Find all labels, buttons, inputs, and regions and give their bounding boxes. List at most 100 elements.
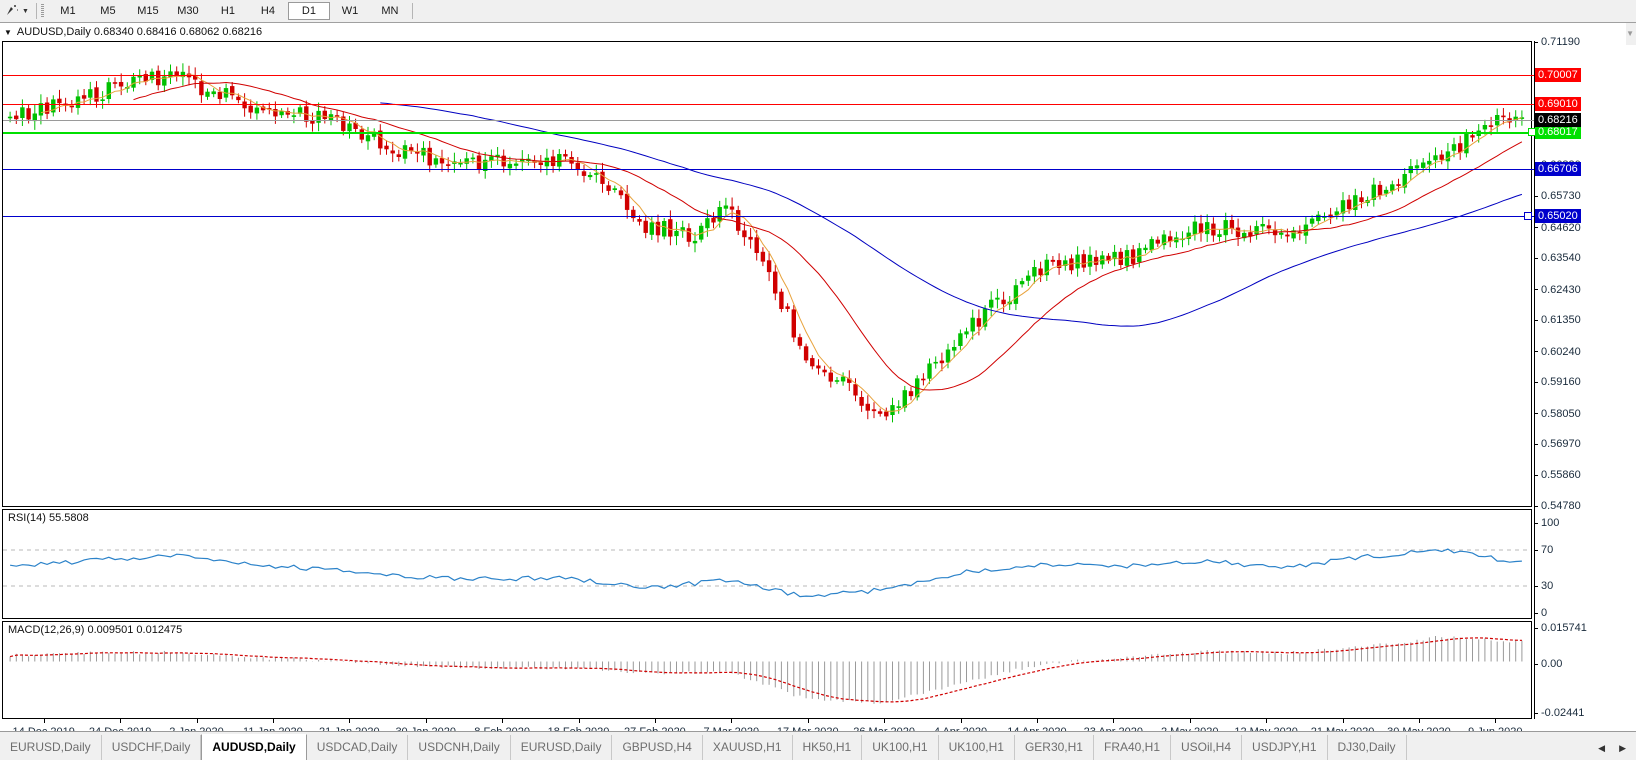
arrow-left-icon[interactable]: ◀ (1598, 743, 1606, 753)
level-price-tag[interactable]: 0.70007 (1535, 68, 1581, 83)
symbol-quote-text: AUDUSD,Daily 0.68340 0.68416 0.68062 0.6… (16, 26, 263, 38)
date-tick (1036, 719, 1038, 723)
level-line[interactable] (3, 168, 1534, 170)
level-line[interactable] (3, 75, 1534, 77)
price-tick: 0.62430 (1534, 284, 1581, 296)
tab-scroll-arrows: ◀ ▶ (1588, 743, 1636, 760)
symbol-quote-line: ▼ AUDUSD,Daily 0.68340 0.68416 0.68062 0… (4, 26, 262, 38)
chart-tab-usdcad-daily[interactable]: USDCAD,Daily (307, 735, 409, 760)
timeframe-m5[interactable]: M5 (100, 5, 116, 17)
chart-tab-usdchf-daily[interactable]: USDCHF,Daily (102, 735, 202, 760)
date-tick (1418, 719, 1420, 723)
date-tick (654, 719, 656, 723)
timeframe-h4[interactable]: H4 (260, 5, 275, 17)
macd-tick: 0.00 (1534, 658, 1562, 670)
date-tick (884, 719, 886, 723)
level-drag-handle[interactable] (1528, 127, 1536, 136)
toolbar-grip[interactable] (40, 4, 44, 18)
macd-title: MACD(12,26,9) 0.009501 0.012475 (8, 624, 183, 636)
rsi-title: RSI(14) 55.5808 (8, 512, 89, 524)
chart-area[interactable]: ▼ AUDUSD,Daily 0.68340 0.68416 0.68062 0… (0, 23, 1636, 738)
chart-tab-usoil-h4[interactable]: USOil,H4 (1171, 735, 1243, 760)
top-toolbar: ▼ M1 M5 M15 M30 H1 H4 D1 W1 MN (0, 0, 1636, 23)
current-price-tag: 0.68216 (1535, 113, 1581, 128)
macd-panel[interactable]: MACD(12,26,9) 0.009501 0.012475 (2, 621, 1532, 719)
price-tick: 0.71190 (1534, 36, 1580, 48)
level-price-tag[interactable]: 0.65020 (1535, 209, 1581, 224)
level-price-tag[interactable]: 0.68017 (1535, 124, 1581, 139)
chart-tab-gbpusd-h4[interactable]: GBPUSD,H4 (612, 735, 703, 760)
timeframe-mn[interactable]: MN (381, 5, 399, 17)
date-tick (43, 719, 45, 723)
arrow-right-icon[interactable]: ▶ (1619, 743, 1626, 753)
timeframe-h1[interactable]: H1 (220, 5, 235, 17)
date-tick (1113, 719, 1115, 723)
date-tick (1266, 719, 1268, 723)
date-tick (425, 719, 427, 723)
date-tick (960, 719, 962, 723)
price-tick: 0.61350 (1534, 314, 1581, 326)
chart-tab-audusd-daily[interactable]: AUDUSD,Daily (201, 734, 307, 760)
level-drag-handle[interactable] (1524, 212, 1532, 221)
timeframe-w1[interactable]: W1 (341, 5, 359, 17)
level-price-tag[interactable]: 0.69010 (1535, 96, 1581, 111)
date-tick (578, 719, 580, 723)
toolbar-divider (35, 3, 37, 19)
date-tick (349, 719, 351, 723)
timeframe-group: M1 M5 M15 M30 H1 H4 D1 W1 MN (48, 2, 410, 20)
macd-tick: -0.02441 (1534, 707, 1584, 719)
macd-tick: 0.015741 (1534, 622, 1587, 634)
level-line[interactable] (3, 131, 1534, 134)
date-tick (196, 719, 198, 723)
price-tick: 0.60240 (1534, 346, 1581, 358)
chart-tab-usdjpy-h1[interactable]: USDJPY,H1 (1242, 735, 1328, 760)
timeframe-m15[interactable]: M15 (137, 5, 159, 17)
chart-tab-usdcnh-daily[interactable]: USDCNH,Daily (408, 735, 511, 760)
chart-tab-bar[interactable]: EURUSD,Daily USDCHF,Daily AUDUSD,Daily USDC… (0, 731, 1636, 760)
price-tick: 0.63540 (1534, 252, 1581, 264)
toolbar-left-group: ▼ (0, 3, 34, 19)
chart-tab-dj30-daily[interactable]: DJ30,Daily (1328, 735, 1407, 760)
chart-tab-hk50-h1[interactable]: HK50,H1 (793, 735, 863, 760)
toolbar-divider-2 (411, 3, 413, 19)
timeframe-m1[interactable]: M1 (60, 5, 76, 17)
price-axis[interactable]: 0.711900.701000.690100.679200.668300.657… (1534, 36, 1634, 719)
axis-line (1534, 41, 1535, 719)
date-tick (1342, 719, 1344, 723)
level-line[interactable] (3, 103, 1534, 105)
chart-tab-eurusd-daily[interactable]: EURUSD,Daily (511, 735, 613, 760)
timeframe-d1[interactable]: D1 (287, 2, 330, 20)
chart-tab-uk100-h1[interactable]: UK100,H1 (862, 735, 939, 760)
macd-plot (9, 636, 1523, 704)
price-tick: 0.54780 (1534, 500, 1581, 512)
rsi-tick: 70 (1534, 544, 1553, 556)
date-tick (120, 719, 122, 723)
chart-tab-xauusd-h1[interactable]: XAUUSD,H1 (703, 735, 793, 760)
price-tick: 0.64620 (1534, 222, 1581, 234)
rsi-tick: 30 (1534, 580, 1553, 592)
chart-tab-uk100-h1[interactable]: UK100,H1 (939, 735, 1015, 760)
crosshair-icon[interactable] (3, 3, 21, 19)
price-tick: 0.65730 (1534, 190, 1581, 202)
chart-tab-eurusd-daily[interactable]: EURUSD,Daily (0, 735, 102, 760)
timeframe-m30[interactable]: M30 (177, 5, 199, 17)
rsi-plot (3, 548, 1531, 598)
date-tick (1495, 719, 1497, 723)
chart-scroll-marker[interactable]: ▼ (1626, 23, 1636, 45)
chart-tab-ger30-h1[interactable]: GER30,H1 (1015, 735, 1094, 760)
chevron-down-icon[interactable]: ▼ (22, 7, 29, 15)
price-tick: 0.59160 (1534, 376, 1581, 388)
level-price-tag[interactable]: 0.66706 (1535, 161, 1581, 176)
date-tick (731, 719, 733, 723)
price-candlestick-plot (7, 63, 1525, 423)
level-line[interactable] (3, 216, 1534, 218)
current-price-line (3, 120, 1534, 122)
price-panel[interactable] (2, 41, 1532, 507)
triangle-down-icon[interactable]: ▼ (4, 27, 12, 37)
date-tick (502, 719, 504, 723)
rsi-panel[interactable]: RSI(14) 55.5808 (2, 509, 1532, 619)
date-tick (272, 719, 274, 723)
rsi-tick: 0 (1534, 607, 1547, 619)
chart-tab-fra40-h1[interactable]: FRA40,H1 (1094, 735, 1172, 760)
triangle-down-icon-right: ▼ (1626, 29, 1634, 38)
